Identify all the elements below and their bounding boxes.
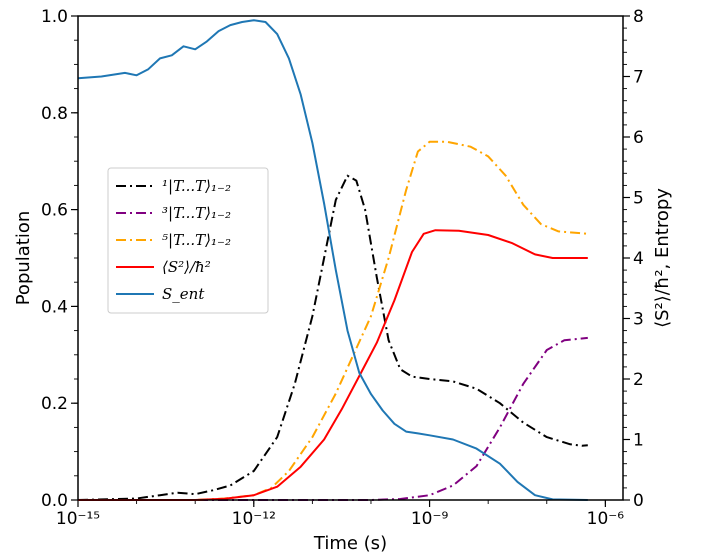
series-layer [77,19,588,501]
y-right-tick-label: 2 [633,370,644,390]
series-line-5 [77,19,588,501]
legend-label: S_ent [162,285,205,303]
y-right-tick-label: 6 [633,128,644,148]
x-tick-label: 10⁻¹⁵ [56,509,100,529]
x-tick-label: 10⁻¹² [232,509,276,529]
y-axis-right-title: ⟨S²⟩/ħ², Entropy [652,188,673,328]
x-axis-title: Time (s) [313,533,387,554]
y-right-tick-label: 3 [633,310,644,330]
y-right-tick-label: 8 [633,7,644,27]
y-left-tick-label: 0.6 [41,201,68,221]
y-right-tick-label: 5 [633,189,644,209]
series-line-4 [78,229,588,501]
x-tick-label: 10⁻⁹ [411,509,449,529]
y-axis-left-title: Population [13,211,34,306]
y-left-tick-label: 0.8 [41,104,68,124]
y-left-tick-label: 1.0 [41,7,68,27]
y-right-tick-label: 4 [633,249,644,269]
y-left-tick-label: 0.4 [41,297,68,317]
y-right-tick-label: 1 [633,431,644,451]
y-right-tick-label: 0 [633,491,644,511]
y-left-tick-label: 0.0 [41,491,68,511]
x-tick-label: 10⁻⁶ [587,509,625,529]
series-line-1 [77,174,588,501]
legend-label: ¹|T...T⟩₁₋₂ [162,177,231,195]
plot-frame [77,15,624,501]
legend-label: ⁵|T...T⟩₁₋₂ [162,231,231,249]
legend: ¹|T...T⟩₁₋₂ ³|T...T⟩₁₋₂ ⁵|T...T⟩₁₋₂ ⟨S²⟩/ħ²… [107,167,269,314]
series-line-2 [78,336,588,501]
legend-label: ³|T...T⟩₁₋₂ [162,204,231,222]
legend-box [107,167,269,314]
legend-label: ⟨S²⟩/ħ² [162,258,211,276]
y-right-tick-label: 7 [633,68,644,88]
ticks-layer: 10⁻¹⁵ 10⁻¹² 10⁻⁹ 10⁻⁶ 0.0 0.2 0.4 0.6 0.8 1.0 0 1 2 3… [41,7,644,529]
y-left-tick-label: 0.2 [41,394,68,414]
